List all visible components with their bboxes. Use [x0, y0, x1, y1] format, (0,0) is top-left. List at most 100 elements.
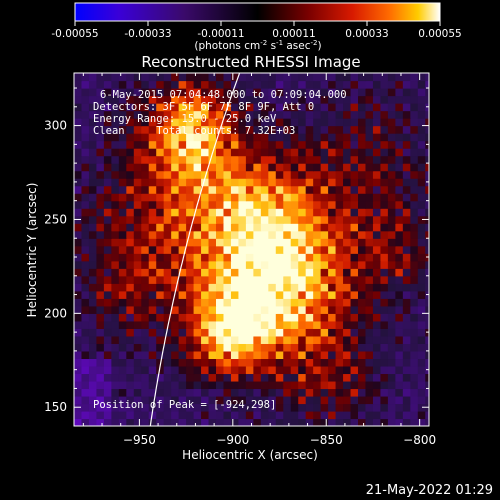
image-pixel [163, 365, 172, 375]
image-pixel [163, 350, 172, 360]
image-pixel [290, 223, 299, 232]
image-pixel [208, 283, 217, 292]
image-pixel [320, 343, 329, 352]
image-pixel [171, 283, 180, 292]
image-pixel [148, 103, 157, 112]
image-pixel [96, 245, 105, 254]
image-pixel [305, 350, 314, 360]
image-pixel [193, 140, 202, 149]
image-pixel [156, 410, 165, 420]
image-pixel [320, 268, 329, 277]
image-pixel [111, 223, 120, 232]
image-pixel [133, 140, 142, 149]
image-pixel [410, 133, 419, 142]
image-pixel [81, 410, 90, 420]
image-pixel [298, 268, 307, 277]
image-pixel [343, 253, 352, 262]
image-pixel [313, 88, 322, 97]
image-pixel [268, 328, 277, 337]
image-pixel [343, 373, 352, 382]
image-pixel [171, 80, 180, 89]
image-pixel [358, 418, 367, 426]
image-pixel [380, 238, 389, 247]
image-pixel [433, 396, 441, 404]
image-pixel [111, 208, 120, 217]
image-pixel [103, 305, 112, 314]
image-pixel [201, 95, 210, 104]
image-pixel [208, 178, 217, 187]
image-pixel [223, 208, 232, 217]
image-pixel [305, 305, 314, 314]
image-pixel [193, 185, 202, 194]
image-pixel [216, 410, 225, 420]
image-pixel [148, 88, 157, 97]
image-pixel [193, 110, 202, 119]
image-pixel [350, 215, 359, 224]
image-pixel [148, 245, 157, 254]
image-pixel [111, 155, 120, 164]
image-pixel [186, 185, 195, 194]
image-pixel [141, 350, 150, 360]
image-pixel [245, 140, 254, 149]
image-pixel [230, 208, 240, 217]
image-pixel [328, 403, 337, 412]
image-pixel [186, 133, 195, 142]
image-pixel [163, 163, 172, 172]
image-pixel [141, 260, 150, 269]
image-pixel [268, 260, 277, 269]
image-pixel [133, 193, 142, 202]
image-pixel [193, 170, 202, 179]
image-pixel [298, 238, 307, 247]
image-pixel [402, 155, 411, 164]
image-pixel [335, 313, 344, 322]
image-pixel [133, 223, 142, 232]
image-pixel [320, 358, 329, 367]
image-pixel [96, 238, 105, 247]
image-pixel [193, 328, 202, 337]
image-pixel [380, 110, 389, 119]
image-pixel [103, 170, 112, 179]
image-pixel [111, 268, 120, 277]
image-pixel [298, 253, 307, 262]
image-pixel [365, 275, 374, 284]
image-pixel [88, 380, 98, 390]
image-pixel [283, 170, 292, 179]
image-pixel [186, 290, 195, 299]
image-pixel [358, 350, 367, 360]
image-pixel [335, 110, 344, 119]
image-pixel [163, 388, 172, 397]
image-pixel [320, 365, 329, 375]
image-pixel [313, 373, 322, 382]
image-pixel [410, 200, 419, 209]
image-pixel [216, 373, 225, 382]
image-pixel [268, 208, 277, 217]
image-pixel [402, 350, 411, 360]
image-pixel [358, 178, 367, 187]
image-pixel [163, 155, 172, 164]
image-pixel [141, 335, 150, 344]
image-pixel [343, 133, 352, 142]
image-pixel [148, 185, 157, 194]
image-pixel [425, 350, 429, 360]
image-pixel [290, 305, 299, 314]
image-pixel [380, 365, 389, 375]
image-pixel [238, 118, 247, 127]
image-pixel [283, 238, 292, 247]
image-pixel [253, 103, 262, 112]
colorbar-tick-label: -0.00055 [51, 28, 98, 40]
image-pixel [425, 320, 429, 329]
image-pixel [305, 275, 314, 284]
image-pixel [417, 208, 426, 217]
image-pixel [178, 343, 187, 352]
image-pixel [275, 193, 284, 202]
image-pixel [118, 230, 127, 239]
image-pixel [410, 170, 419, 179]
image-pixel [433, 321, 441, 329]
image-pixel [313, 395, 322, 405]
image-pixel [223, 380, 232, 390]
image-pixel [343, 275, 352, 284]
image-pixel [118, 133, 127, 142]
image-pixel [395, 418, 404, 426]
image-pixel [350, 373, 359, 382]
image-pixel [410, 275, 419, 284]
